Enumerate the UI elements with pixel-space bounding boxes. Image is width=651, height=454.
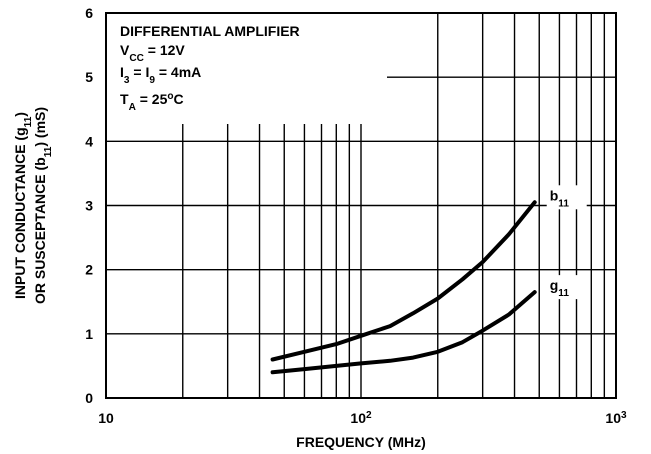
x-tick-label: 102 xyxy=(350,410,372,427)
y-tick-label: 4 xyxy=(85,133,93,149)
y-tick-label: 1 xyxy=(85,326,93,342)
x-tick-label: 10 xyxy=(98,410,114,426)
x-tick-labels: 10 102 103 xyxy=(98,410,627,427)
x-tick-label: 103 xyxy=(605,410,627,427)
y-tick-label: 0 xyxy=(85,390,93,406)
series-line-b11 xyxy=(270,200,537,362)
series-label-b11: b11 xyxy=(550,187,570,209)
y-axis-label-line: OR SUSCEPTANCE (b11) (mS) xyxy=(32,107,54,304)
x-axis-label: FREQUENCY (MHz) xyxy=(296,434,426,450)
series-line-g11 xyxy=(270,290,537,375)
annotation-line: VCC = 12V xyxy=(120,42,185,64)
series-label-bg xyxy=(546,185,587,210)
y-tick-label: 2 xyxy=(85,262,93,278)
y-tick-label: 6 xyxy=(85,5,93,21)
y-axis-label-line: INPUT CONDUCTANCE (g11) xyxy=(12,112,34,299)
series-lines xyxy=(270,200,537,375)
y-tick-label: 5 xyxy=(85,69,93,85)
annotation-line: TA = 25oC xyxy=(120,91,184,113)
series-label-g11: g11 xyxy=(550,277,570,299)
plot-frame xyxy=(105,12,617,399)
series-labels: b11 g11 xyxy=(546,185,587,300)
series-label-bg xyxy=(546,275,587,300)
y-axis-label: INPUT CONDUCTANCE (g11)OR SUSCEPTANCE (b… xyxy=(12,107,54,304)
y-tick-label: 3 xyxy=(85,198,93,214)
annotation-background xyxy=(107,14,387,124)
annotation-line: I3 = I9 = 4mA xyxy=(120,64,201,86)
y-tick-labels: 0 1 2 3 4 5 6 xyxy=(85,5,93,406)
annotation-title: DIFFERENTIAL AMPLIFIER xyxy=(120,23,300,39)
